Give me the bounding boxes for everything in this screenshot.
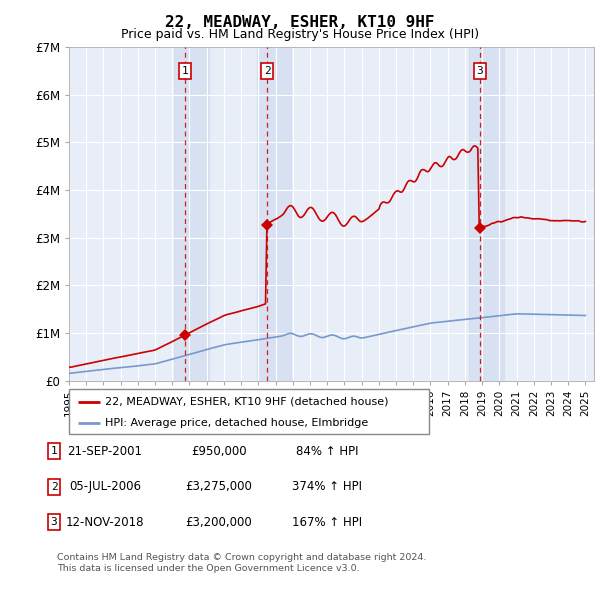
Text: 2: 2 xyxy=(50,482,58,491)
Text: 3: 3 xyxy=(476,66,483,76)
Text: Price paid vs. HM Land Registry's House Price Index (HPI): Price paid vs. HM Land Registry's House … xyxy=(121,28,479,41)
Text: HPI: Average price, detached house, Elmbridge: HPI: Average price, detached house, Elmb… xyxy=(105,418,368,428)
Text: 1: 1 xyxy=(50,447,58,456)
Text: 374% ↑ HPI: 374% ↑ HPI xyxy=(292,480,362,493)
Bar xyxy=(257,47,291,381)
Text: 22, MEADWAY, ESHER, KT10 9HF: 22, MEADWAY, ESHER, KT10 9HF xyxy=(165,15,435,30)
Text: 3: 3 xyxy=(50,517,58,527)
Bar xyxy=(175,47,209,381)
Text: 12-NOV-2018: 12-NOV-2018 xyxy=(66,516,144,529)
Text: 2: 2 xyxy=(264,66,271,76)
Text: 22, MEADWAY, ESHER, KT10 9HF (detached house): 22, MEADWAY, ESHER, KT10 9HF (detached h… xyxy=(105,397,389,407)
Text: 1: 1 xyxy=(181,66,188,76)
Text: £3,200,000: £3,200,000 xyxy=(185,516,253,529)
Text: 167% ↑ HPI: 167% ↑ HPI xyxy=(292,516,362,529)
Text: 84% ↑ HPI: 84% ↑ HPI xyxy=(296,445,358,458)
Text: £3,275,000: £3,275,000 xyxy=(185,480,253,493)
Text: 05-JUL-2006: 05-JUL-2006 xyxy=(69,480,141,493)
Text: This data is licensed under the Open Government Licence v3.0.: This data is licensed under the Open Gov… xyxy=(57,565,359,573)
Text: £950,000: £950,000 xyxy=(191,445,247,458)
Text: 21-SEP-2001: 21-SEP-2001 xyxy=(67,445,143,458)
FancyBboxPatch shape xyxy=(69,389,429,434)
Bar xyxy=(469,47,504,381)
Text: Contains HM Land Registry data © Crown copyright and database right 2024.: Contains HM Land Registry data © Crown c… xyxy=(57,553,427,562)
